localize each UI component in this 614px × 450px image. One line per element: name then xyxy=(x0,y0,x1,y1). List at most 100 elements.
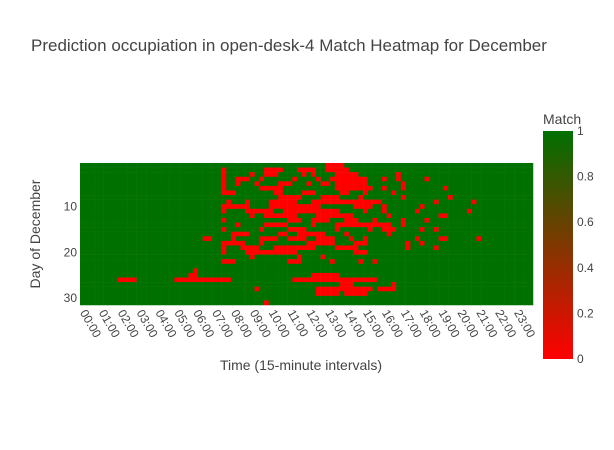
heatmap-cell[interactable] xyxy=(339,213,345,219)
heatmap-cell[interactable] xyxy=(452,231,458,237)
heatmap-cell[interactable] xyxy=(386,245,392,251)
heatmap-cell[interactable] xyxy=(94,231,100,237)
heatmap-cell[interactable] xyxy=(509,268,515,274)
heatmap-cell[interactable] xyxy=(466,250,472,255)
heatmap-cell[interactable] xyxy=(514,286,520,292)
heatmap-cell[interactable] xyxy=(325,222,331,228)
heatmap-cell[interactable] xyxy=(476,263,482,269)
heatmap-cell[interactable] xyxy=(297,277,303,283)
heatmap-cell[interactable] xyxy=(363,236,369,242)
heatmap-cell[interactable] xyxy=(528,286,534,292)
heatmap-cell[interactable] xyxy=(320,245,326,251)
heatmap-cell[interactable] xyxy=(273,268,279,274)
heatmap-cell[interactable] xyxy=(254,295,260,301)
heatmap-cell[interactable] xyxy=(89,282,95,287)
heatmap-cell[interactable] xyxy=(235,254,241,260)
heatmap-cell[interactable] xyxy=(306,172,312,177)
heatmap-cell[interactable] xyxy=(528,259,534,265)
heatmap-cell[interactable] xyxy=(358,176,364,182)
heatmap-cell[interactable] xyxy=(245,190,251,196)
heatmap-cell[interactable] xyxy=(504,236,510,242)
heatmap-cell[interactable] xyxy=(249,300,255,306)
heatmap-cell[interactable] xyxy=(179,176,185,182)
heatmap-cell[interactable] xyxy=(150,259,156,265)
heatmap-cell[interactable] xyxy=(212,195,218,200)
heatmap-cell[interactable] xyxy=(386,163,392,168)
heatmap-cell[interactable] xyxy=(94,268,100,274)
heatmap-cell[interactable] xyxy=(353,259,359,265)
heatmap-cell[interactable] xyxy=(495,291,501,297)
heatmap-cell[interactable] xyxy=(231,300,236,306)
heatmap-cell[interactable] xyxy=(490,300,496,306)
heatmap-cell[interactable] xyxy=(146,181,152,187)
heatmap-cell[interactable] xyxy=(282,204,288,210)
heatmap-cell[interactable] xyxy=(372,204,378,210)
heatmap-cell[interactable] xyxy=(485,245,491,251)
heatmap-cell[interactable] xyxy=(80,227,85,232)
heatmap-cell[interactable] xyxy=(245,176,251,182)
heatmap-cell[interactable] xyxy=(287,190,293,196)
heatmap-cell[interactable] xyxy=(179,204,185,210)
heatmap-cell[interactable] xyxy=(221,195,227,200)
heatmap-cell[interactable] xyxy=(264,245,269,251)
heatmap-cell[interactable] xyxy=(367,263,373,269)
heatmap-cell[interactable] xyxy=(523,277,529,283)
heatmap-cell[interactable] xyxy=(429,268,435,274)
heatmap-cell[interactable] xyxy=(136,250,142,255)
heatmap-cell[interactable] xyxy=(382,240,387,246)
heatmap-cell[interactable] xyxy=(207,268,213,274)
heatmap-cell[interactable] xyxy=(164,222,170,228)
heatmap-cell[interactable] xyxy=(301,263,307,269)
heatmap-cell[interactable] xyxy=(84,176,90,182)
heatmap-cell[interactable] xyxy=(179,254,185,260)
heatmap-cell[interactable] xyxy=(466,176,472,182)
heatmap-cell[interactable] xyxy=(179,199,185,205)
heatmap-cell[interactable] xyxy=(127,286,133,292)
heatmap-cell[interactable] xyxy=(146,263,152,269)
heatmap-cell[interactable] xyxy=(471,250,477,255)
heatmap-cell[interactable] xyxy=(424,268,430,274)
heatmap-cell[interactable] xyxy=(183,236,189,242)
heatmap-cell[interactable] xyxy=(212,277,218,283)
heatmap-cell[interactable] xyxy=(231,254,236,260)
heatmap-cell[interactable] xyxy=(240,250,246,255)
heatmap-cell[interactable] xyxy=(155,277,161,283)
heatmap-cell[interactable] xyxy=(202,227,208,232)
heatmap-cell[interactable] xyxy=(108,268,114,274)
heatmap-cell[interactable] xyxy=(108,245,114,251)
heatmap-cell[interactable] xyxy=(301,181,307,187)
heatmap-cell[interactable] xyxy=(212,282,218,287)
heatmap-cell[interactable] xyxy=(117,245,123,251)
heatmap-cell[interactable] xyxy=(131,272,137,278)
heatmap-cell[interactable] xyxy=(127,217,133,223)
heatmap-cell[interactable] xyxy=(268,231,274,237)
heatmap-cell[interactable] xyxy=(306,286,312,292)
heatmap-cell[interactable] xyxy=(84,245,90,251)
heatmap-cell[interactable] xyxy=(221,181,227,187)
heatmap-cell[interactable] xyxy=(528,263,534,269)
heatmap-cell[interactable] xyxy=(391,172,397,177)
heatmap-cell[interactable] xyxy=(429,263,435,269)
heatmap-cell[interactable] xyxy=(141,195,147,200)
heatmap-cell[interactable] xyxy=(278,291,284,297)
heatmap-cell[interactable] xyxy=(202,250,208,255)
heatmap-cell[interactable] xyxy=(249,295,255,301)
heatmap-cell[interactable] xyxy=(193,199,199,205)
heatmap-cell[interactable] xyxy=(254,254,260,260)
heatmap-cell[interactable] xyxy=(169,222,175,228)
heatmap-cell[interactable] xyxy=(259,277,265,283)
heatmap-cell[interactable] xyxy=(443,204,449,210)
heatmap-cell[interactable] xyxy=(372,291,378,297)
heatmap-cell[interactable] xyxy=(433,208,439,214)
heatmap-cell[interactable] xyxy=(485,185,491,191)
heatmap-cell[interactable] xyxy=(410,231,416,237)
heatmap-cell[interactable] xyxy=(419,291,425,297)
heatmap-cell[interactable] xyxy=(160,172,166,177)
heatmap-cell[interactable] xyxy=(103,295,109,301)
heatmap-cell[interactable] xyxy=(382,236,387,242)
heatmap-cell[interactable] xyxy=(282,190,288,196)
heatmap-cell[interactable] xyxy=(80,282,85,287)
heatmap-cell[interactable] xyxy=(131,163,137,168)
heatmap-cell[interactable] xyxy=(306,295,312,301)
heatmap-cell[interactable] xyxy=(330,268,336,274)
